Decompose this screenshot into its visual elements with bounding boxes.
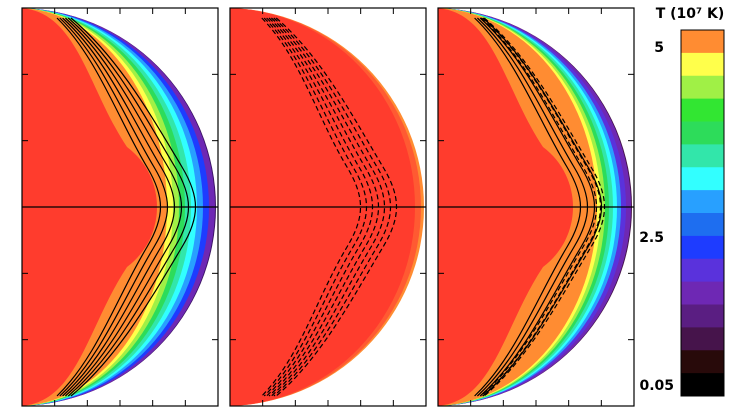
panel-middle	[229, 7, 427, 407]
colorbar-tick-5: 5	[654, 40, 664, 56]
colorbar-swatch	[681, 327, 724, 351]
colorbar-title: T (10⁷ K)	[656, 6, 725, 22]
colorbar-swatch	[681, 258, 724, 283]
colorbar-swatch	[681, 350, 724, 374]
colorbar-swatch	[681, 121, 724, 145]
colorbar-swatch	[681, 144, 724, 168]
colorbar	[680, 29, 725, 397]
colorbar-swatch	[681, 98, 724, 122]
colorbar-swatch	[681, 281, 724, 305]
colorbar-tick-2.5: 2.5	[639, 230, 664, 246]
colorbar-swatch	[681, 304, 724, 328]
panel-right	[437, 7, 635, 407]
colorbar-swatch	[681, 213, 724, 237]
colorbar-tick-0.05: 0.05	[639, 378, 674, 394]
contour-dashed	[270, 17, 386, 397]
colorbar-swatch	[681, 190, 724, 214]
panel-content	[22, 8, 216, 406]
colorbar-swatch	[681, 52, 724, 77]
colorbar-swatch	[681, 235, 724, 260]
colorbar-swatch	[681, 30, 724, 54]
colorbar-swatch	[681, 167, 724, 191]
colorbar-swatch	[681, 75, 724, 100]
contour-dashed	[261, 17, 362, 397]
colorbar-frame	[680, 29, 725, 397]
colorbar-swatch	[681, 373, 724, 397]
panel-left	[21, 7, 219, 407]
